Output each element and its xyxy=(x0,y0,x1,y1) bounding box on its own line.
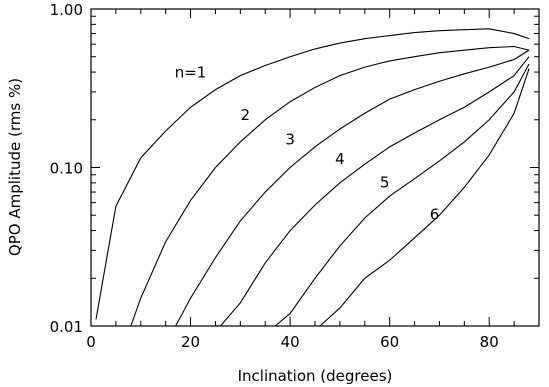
x-tick-label: 40 xyxy=(281,333,300,351)
series-lines xyxy=(95,28,530,327)
series-line-4 xyxy=(220,56,530,327)
series-label-2: 2 xyxy=(241,106,251,124)
series-label-1: n=1 xyxy=(175,63,207,81)
series-label-4: 4 xyxy=(335,150,345,168)
y-axis-label: QPO Amplitude (rms %) xyxy=(6,78,24,256)
x-tick-label: 20 xyxy=(181,333,200,351)
x-tick-label: 80 xyxy=(480,333,499,351)
x-axis-label: Inclination (degrees) xyxy=(238,367,393,385)
plot-frame xyxy=(90,8,540,327)
series-line-2 xyxy=(130,45,530,327)
x-tick-label: 60 xyxy=(380,333,399,351)
y-tick-label: 0.01 xyxy=(50,318,83,336)
series-label-3: 3 xyxy=(285,130,295,148)
x-tick-label: 0 xyxy=(86,333,96,351)
tick-labels: 0 20 40 60 80 0.01 0.10 1.00 xyxy=(50,1,499,351)
series-label-6: 6 xyxy=(430,205,440,223)
series-line-1 xyxy=(95,28,530,320)
series-line-5 xyxy=(274,63,530,327)
curve-labels: n=1 2 3 4 5 6 xyxy=(175,63,439,223)
series-label-5: 5 xyxy=(380,173,390,191)
y-tick-label: 1.00 xyxy=(50,1,83,19)
y-tick-label: 0.10 xyxy=(50,160,83,178)
series-line-3 xyxy=(175,49,530,327)
series-line-6 xyxy=(319,68,530,327)
